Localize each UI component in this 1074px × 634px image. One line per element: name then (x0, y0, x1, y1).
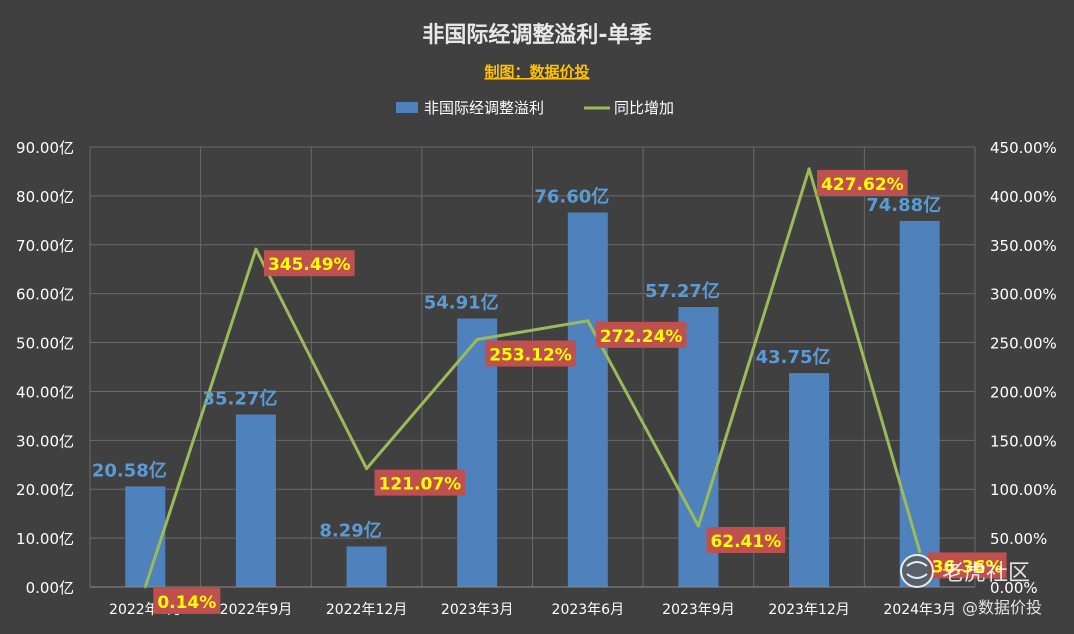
y-left-tick-label: 80.00亿 (16, 188, 74, 206)
y-left-tick-label: 0.00亿 (26, 579, 74, 597)
watermark-brand: 老虎社区 (942, 561, 1030, 586)
y-right-tick-label: 300.00% (990, 286, 1057, 304)
line-point (696, 524, 700, 528)
bar-value-label: 8.29亿 (319, 519, 381, 541)
y-left-tick-label: 50.00亿 (16, 335, 74, 353)
line-point (807, 167, 811, 171)
y-right-tick-label: 350.00% (990, 237, 1057, 255)
y-right-tick-label: 400.00% (990, 188, 1057, 206)
line-value-badge: 272.24% (595, 321, 687, 348)
x-tick-label: 2023年3月 (441, 602, 514, 618)
x-tick-label: 2022年12月 (326, 602, 407, 618)
gridlines (89, 146, 976, 588)
badge-background (927, 552, 1007, 579)
line-point (586, 319, 590, 323)
line-point (918, 549, 922, 553)
line-path (143, 167, 922, 588)
x-tick-label: 2023年6月 (552, 602, 625, 618)
watermark: 老虎社区 @数据价投 (900, 554, 1042, 617)
bar-value-label: 43.75亿 (756, 346, 831, 368)
line-value-badge: 253.12% (485, 340, 576, 367)
bar-value-label: 76.60亿 (534, 186, 609, 208)
line-value-label: 62.41% (710, 532, 781, 552)
y-right-tick-label: 0.00% (990, 579, 1038, 597)
x-axis: 2022年6月 2022年9月 2022年12月 2023年3月 2023年6月 2023… (90, 586, 975, 618)
y-right-tick-label: 150.00% (990, 432, 1057, 450)
legend-bar-swatch (396, 102, 418, 113)
legend-bar-label: 非国际经调整溢利 (424, 99, 544, 117)
tiger-logo-icon (900, 554, 934, 588)
bar (899, 220, 940, 588)
bar-series (125, 212, 940, 588)
bar-value-label: 20.58亿 (92, 459, 167, 481)
line-value-badge: 62.41% (706, 526, 786, 553)
y-axis-right: 0.00% 50.00% 100.00% 150.00% 200.00% 250.00% 3… (990, 139, 1057, 597)
x-tick-label: 2023年12月 (768, 602, 849, 618)
line-value-label: 253.12% (489, 346, 572, 366)
y-right-tick-label: 50.00% (990, 530, 1047, 548)
line-value-badge: 345.49% (263, 250, 355, 277)
line-point (365, 467, 369, 471)
y-right-tick-label: 250.00% (990, 335, 1057, 353)
line-value-badge: 427.62% (817, 169, 908, 196)
line-value-label: 36.36% (932, 557, 1003, 577)
badge-background (595, 321, 687, 348)
y-left-tick-label: 10.00亿 (16, 530, 74, 548)
y-right-tick-label: 100.00% (990, 481, 1057, 499)
y-left-tick-label: 20.00亿 (16, 481, 74, 499)
badge-background (817, 169, 908, 196)
x-tick-label: 2023年9月 (662, 602, 735, 618)
bar-value-label: 54.91亿 (424, 292, 499, 314)
bar-value-label: 74.88亿 (866, 194, 941, 216)
line-value-label: 272.24% (600, 327, 683, 347)
line-value-badge: 36.36% (927, 552, 1007, 579)
y-left-tick-label: 90.00亿 (16, 139, 74, 157)
line-value-label: 0.14% (157, 593, 216, 613)
chart-title: 非国际经调整溢利-单季 (422, 22, 651, 48)
line-value-label: 121.07% (379, 475, 462, 495)
badge-background (153, 587, 221, 614)
y-right-tick-label: 450.00% (990, 139, 1057, 157)
watermark-handle: @数据价投 (962, 598, 1042, 617)
line-value-label: 345.49% (268, 255, 351, 275)
legend: 非国际经调整溢利 同比增加 (396, 99, 674, 117)
y-axis-left: 0.00亿 10.00亿 20.00亿 30.00亿 40.00亿 50.00亿 60.00… (16, 139, 74, 597)
y-right-tick-label: 200.00% (990, 383, 1057, 401)
line-point (475, 338, 479, 342)
chart-subtitle: 制图：数据价投 (484, 63, 589, 81)
line-value-badge: 121.07% (374, 469, 466, 496)
bar (125, 486, 166, 587)
line-point (254, 247, 258, 251)
bar (235, 414, 276, 587)
badge-background (374, 469, 466, 496)
tiger-logo-stripe-icon (906, 561, 928, 579)
y-left-tick-label: 60.00亿 (16, 286, 74, 304)
bar-value-label: 57.27亿 (645, 280, 720, 302)
badge-background (263, 250, 355, 277)
y-left-tick-label: 40.00亿 (16, 383, 74, 401)
bar (346, 546, 387, 587)
x-tick-label: 2024年3月 (883, 602, 956, 618)
bar (789, 373, 830, 587)
y-left-tick-label: 30.00亿 (16, 432, 74, 450)
line-value-badge: 0.14% (153, 587, 221, 614)
line-value-label: 427.62% (821, 175, 904, 195)
bar-data-labels: 20.58亿 35.27亿 8.29亿 54.91亿 76.60亿 57.27亿 43.75… (92, 186, 941, 542)
bar (567, 212, 608, 587)
line-data-labels: 0.14% 345.49% 121.07% 253.12% 272.24% 62.41% 4… (153, 169, 1007, 614)
bar-value-label: 35.27亿 (202, 388, 277, 410)
badge-background (485, 340, 576, 367)
x-tick-label: 2022年9月 (220, 602, 293, 618)
legend-line-label: 同比增加 (614, 99, 674, 117)
y-left-tick-label: 70.00亿 (16, 237, 74, 255)
badge-background (706, 526, 786, 553)
